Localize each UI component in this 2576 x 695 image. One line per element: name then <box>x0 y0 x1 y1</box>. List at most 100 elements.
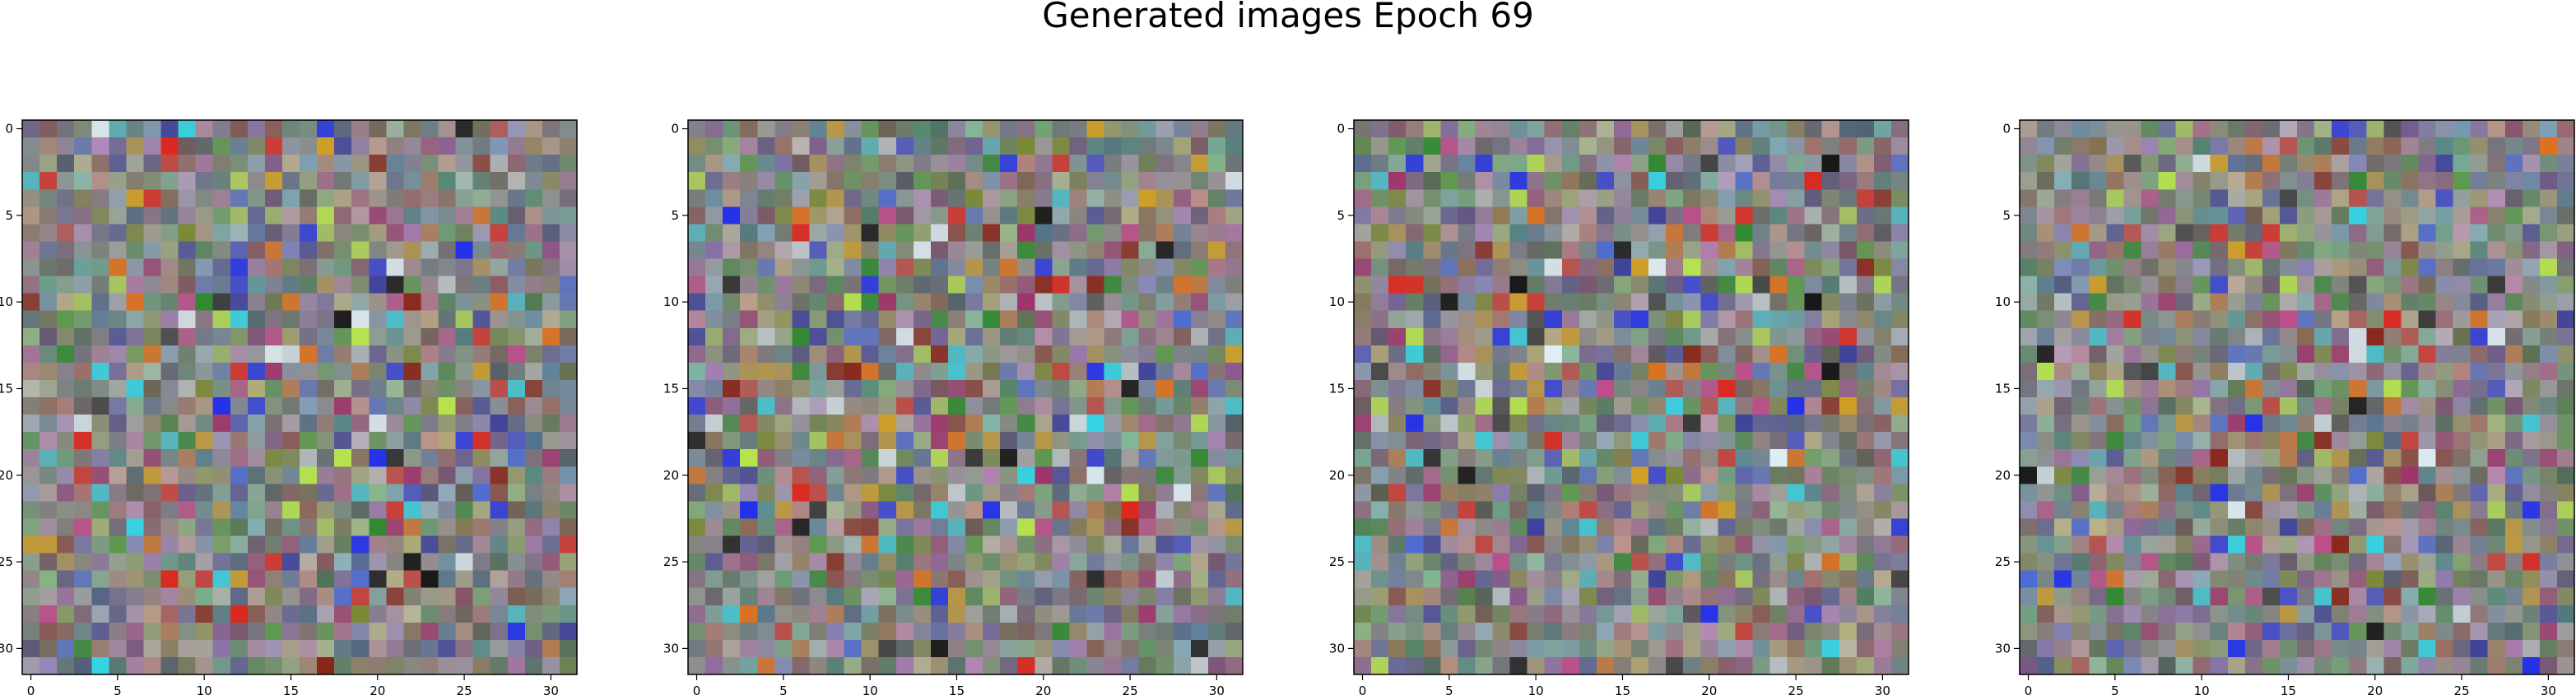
image-pixel <box>300 656 318 675</box>
image-pixel <box>1683 137 1701 155</box>
image-pixel <box>723 466 741 484</box>
image-pixel <box>2141 258 2160 277</box>
image-pixel <box>2366 570 2384 589</box>
image-pixel <box>1371 605 1389 623</box>
image-pixel <box>1388 484 1407 502</box>
image-pixel <box>1155 293 1174 312</box>
image-pixel <box>386 276 404 294</box>
image-pixel <box>2210 241 2229 260</box>
image-pixel <box>1017 397 1035 415</box>
image-pixel <box>913 605 932 623</box>
image-pixel <box>386 605 404 623</box>
image-pixel <box>1104 137 1123 155</box>
image-pixel <box>1700 172 1718 190</box>
image-pixel <box>212 293 231 312</box>
image-pixel <box>2401 622 2420 641</box>
image-pixel <box>826 206 845 225</box>
image-pixel <box>195 484 214 502</box>
image-pixel <box>300 293 318 312</box>
image-pixel <box>1804 397 1823 415</box>
image-pixel <box>1138 345 1157 364</box>
image-pixel <box>1121 293 1140 312</box>
image-pixel <box>559 172 578 190</box>
image-pixel <box>2037 362 2055 381</box>
image-pixel <box>792 501 811 520</box>
image-pixel <box>2332 224 2350 243</box>
image-pixel <box>178 622 197 641</box>
image-pixel <box>507 605 526 623</box>
image-pixel <box>2383 466 2402 484</box>
image-pixel <box>22 570 40 589</box>
image-pixel <box>723 345 741 364</box>
image-pixel <box>1354 553 1372 572</box>
image-pixel <box>264 224 283 243</box>
image-pixel <box>2106 570 2124 589</box>
image-pixel <box>247 415 266 433</box>
image-pixel <box>947 189 966 207</box>
image-pixel <box>983 172 1001 190</box>
image-pixel <box>2106 155 2124 173</box>
image-pixel <box>2175 553 2194 572</box>
image-pixel <box>317 327 335 346</box>
image-pixel <box>930 605 949 623</box>
image-pixel <box>878 137 897 155</box>
image-pixel <box>1052 432 1070 450</box>
image-pixel <box>490 379 509 398</box>
image-pixel <box>455 310 474 329</box>
image-pixel <box>1856 120 1875 138</box>
y-tick-label: 30 <box>0 641 13 656</box>
image-pixel <box>1173 137 1192 155</box>
image-pixel <box>386 484 404 502</box>
image-pixel <box>930 137 949 155</box>
image-pixel <box>2089 293 2107 312</box>
image-pixel <box>1769 535 1788 554</box>
image-pixel <box>2297 241 2315 260</box>
image-pixel <box>472 518 491 537</box>
image-pixel <box>438 155 457 173</box>
image-pixel <box>143 535 162 554</box>
image-pixel <box>1509 605 1528 623</box>
image-pixel <box>2279 587 2298 606</box>
image-pixel <box>1406 258 1424 277</box>
image-pixel <box>2192 605 2211 623</box>
image-pixel <box>2020 587 2038 606</box>
image-pixel <box>2487 501 2506 520</box>
image-pixel <box>878 587 897 606</box>
image-pixel <box>109 379 127 398</box>
image-pixel <box>74 622 92 641</box>
image-pixel <box>2037 137 2055 155</box>
image-pixel <box>913 345 932 364</box>
image-pixel <box>2279 415 2298 433</box>
image-pixel <box>809 535 828 554</box>
image-pixel <box>2453 276 2471 294</box>
image-pixel <box>40 327 58 346</box>
image-pixel <box>143 432 162 450</box>
image-pixel <box>2192 137 2211 155</box>
image-pixel <box>2401 501 2420 520</box>
image-pixel <box>2210 224 2229 243</box>
image-pixel <box>542 605 560 623</box>
image-pixel <box>230 155 249 173</box>
image-pixel <box>1000 206 1018 225</box>
image-pixel <box>1190 345 1209 364</box>
image-pixel <box>2020 518 2038 537</box>
image-pixel <box>1648 276 1667 294</box>
image-pixel <box>1509 449 1528 467</box>
image-pixel <box>2037 587 2055 606</box>
image-pixel <box>1666 155 1684 173</box>
image-pixel <box>559 466 578 484</box>
image-pixel <box>1155 622 1174 641</box>
image-pixel <box>1406 241 1424 260</box>
image-pixel <box>2037 206 2055 225</box>
image-pixel <box>2314 397 2332 415</box>
image-pixel <box>2314 449 2332 467</box>
image-pixel <box>2332 258 2350 277</box>
image-pixel <box>1683 639 1701 658</box>
image-pixel <box>2279 622 2298 641</box>
image-pixel <box>1155 258 1174 277</box>
image-pixel <box>2123 518 2142 537</box>
image-pixel <box>2244 206 2263 225</box>
image-pixel <box>723 172 741 190</box>
image-pixel <box>1821 241 1840 260</box>
image-pixel <box>1700 397 1718 415</box>
